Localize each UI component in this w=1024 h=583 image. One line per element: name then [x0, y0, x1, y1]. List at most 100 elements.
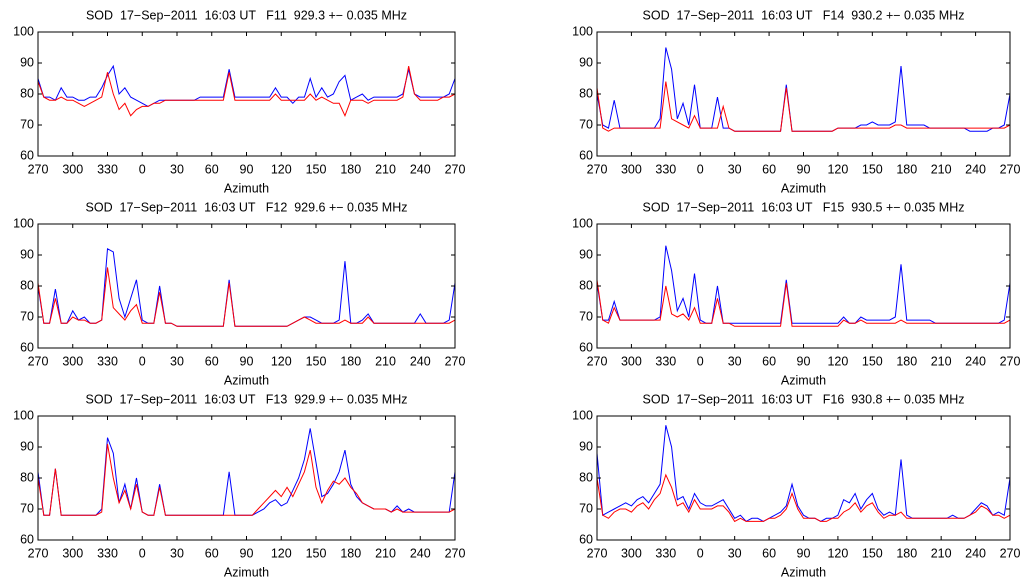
y-tick-label: 60: [579, 532, 593, 546]
x-axis-label: Azimuth: [781, 373, 826, 387]
y-tick-label: 90: [20, 55, 34, 69]
y-tick-label: 70: [579, 309, 593, 323]
x-tick-label: 60: [762, 162, 776, 176]
x-axis-label: Azimuth: [224, 181, 269, 195]
series-line: [37, 443, 456, 516]
y-tick-label: 60: [20, 532, 34, 546]
plot-frame: [596, 31, 1011, 157]
x-tick-label: 270: [28, 162, 49, 176]
series-line: [596, 245, 1011, 324]
plot-frame: [596, 223, 1011, 349]
x-tick-label: 180: [896, 162, 917, 176]
x-tick-label: 60: [205, 546, 219, 560]
x-tick-label: 210: [931, 354, 952, 368]
y-tick-label: 90: [20, 439, 34, 453]
y-tick-label: 90: [20, 247, 34, 261]
x-tick-label: 120: [827, 354, 848, 368]
x-tick-label: 90: [797, 162, 811, 176]
chart-title: SOD 17−Sep−2011 16:03 UT F15 930.5 +− 0.…: [643, 200, 965, 214]
x-tick-label: 60: [762, 546, 776, 560]
x-tick-label: 90: [240, 354, 254, 368]
x-tick-label: 0: [697, 162, 704, 176]
x-tick-label: 120: [271, 354, 292, 368]
x-tick-label: 330: [97, 546, 118, 560]
y-tick-label: 70: [20, 117, 34, 131]
series-line: [37, 267, 456, 327]
x-tick-label: 240: [965, 162, 986, 176]
x-tick-label: 330: [97, 162, 118, 176]
x-tick-label: 270: [587, 546, 608, 560]
x-tick-label: 120: [271, 162, 292, 176]
y-tick-label: 80: [579, 278, 593, 292]
x-tick-label: 210: [375, 546, 396, 560]
x-tick-label: 60: [205, 354, 219, 368]
x-tick-label: 180: [340, 354, 361, 368]
x-tick-label: 60: [205, 162, 219, 176]
x-tick-label: 210: [931, 162, 952, 176]
x-tick-label: 180: [896, 354, 917, 368]
x-tick-label: 60: [762, 354, 776, 368]
series-line: [596, 425, 1011, 523]
x-tick-label: 270: [1000, 546, 1021, 560]
chart-title: SOD 17−Sep−2011 16:03 UT F14 930.2 +− 0.…: [643, 8, 965, 22]
x-tick-label: 270: [445, 354, 466, 368]
x-tick-label: 0: [697, 546, 704, 560]
x-axis-label: Azimuth: [781, 181, 826, 195]
x-tick-label: 300: [621, 546, 642, 560]
x-tick-label: 30: [170, 354, 184, 368]
x-tick-label: 0: [697, 354, 704, 368]
plot-frame: [37, 223, 456, 349]
y-tick-label: 100: [572, 216, 593, 230]
x-tick-label: 150: [306, 354, 327, 368]
plot-frame: [596, 415, 1011, 541]
y-tick-label: 70: [579, 501, 593, 515]
x-tick-label: 270: [587, 162, 608, 176]
y-tick-label: 80: [20, 278, 34, 292]
series-line: [596, 81, 1011, 132]
y-tick-label: 80: [20, 470, 34, 484]
x-tick-label: 120: [271, 546, 292, 560]
x-tick-label: 330: [655, 546, 676, 560]
x-tick-label: 150: [862, 546, 883, 560]
x-tick-label: 0: [139, 162, 146, 176]
series-line: [37, 428, 456, 516]
plot-frame: [37, 415, 456, 541]
y-tick-label: 70: [20, 501, 34, 515]
y-tick-label: 60: [20, 340, 34, 354]
series-line: [37, 65, 456, 117]
x-tick-label: 0: [139, 354, 146, 368]
x-tick-label: 90: [240, 162, 254, 176]
x-tick-label: 270: [445, 546, 466, 560]
x-tick-label: 270: [1000, 162, 1021, 176]
x-tick-label: 180: [340, 162, 361, 176]
x-tick-label: 90: [240, 546, 254, 560]
series-line: [596, 279, 1011, 327]
x-tick-label: 180: [896, 546, 917, 560]
x-tick-label: 30: [728, 354, 742, 368]
x-tick-label: 90: [797, 546, 811, 560]
x-tick-label: 210: [375, 162, 396, 176]
series-line: [37, 247, 456, 327]
y-tick-label: 80: [20, 86, 34, 100]
x-tick-label: 210: [375, 354, 396, 368]
y-tick-label: 80: [579, 86, 593, 100]
x-axis-label: Azimuth: [781, 565, 826, 579]
chart-title: SOD 17−Sep−2011 16:03 UT F11 929.3 +− 0.…: [86, 8, 407, 22]
x-tick-label: 240: [965, 546, 986, 560]
x-tick-label: 330: [655, 354, 676, 368]
x-tick-label: 120: [827, 162, 848, 176]
plot-frame: [37, 31, 456, 157]
x-tick-label: 30: [728, 546, 742, 560]
x-axis-label: Azimuth: [224, 565, 269, 579]
x-tick-label: 270: [28, 546, 49, 560]
y-tick-label: 70: [20, 309, 34, 323]
x-tick-label: 150: [306, 546, 327, 560]
x-tick-label: 330: [97, 354, 118, 368]
x-tick-label: 210: [931, 546, 952, 560]
x-tick-label: 240: [410, 354, 431, 368]
x-tick-label: 240: [410, 546, 431, 560]
series-line: [37, 64, 456, 107]
x-tick-label: 300: [62, 546, 83, 560]
x-tick-label: 240: [410, 162, 431, 176]
